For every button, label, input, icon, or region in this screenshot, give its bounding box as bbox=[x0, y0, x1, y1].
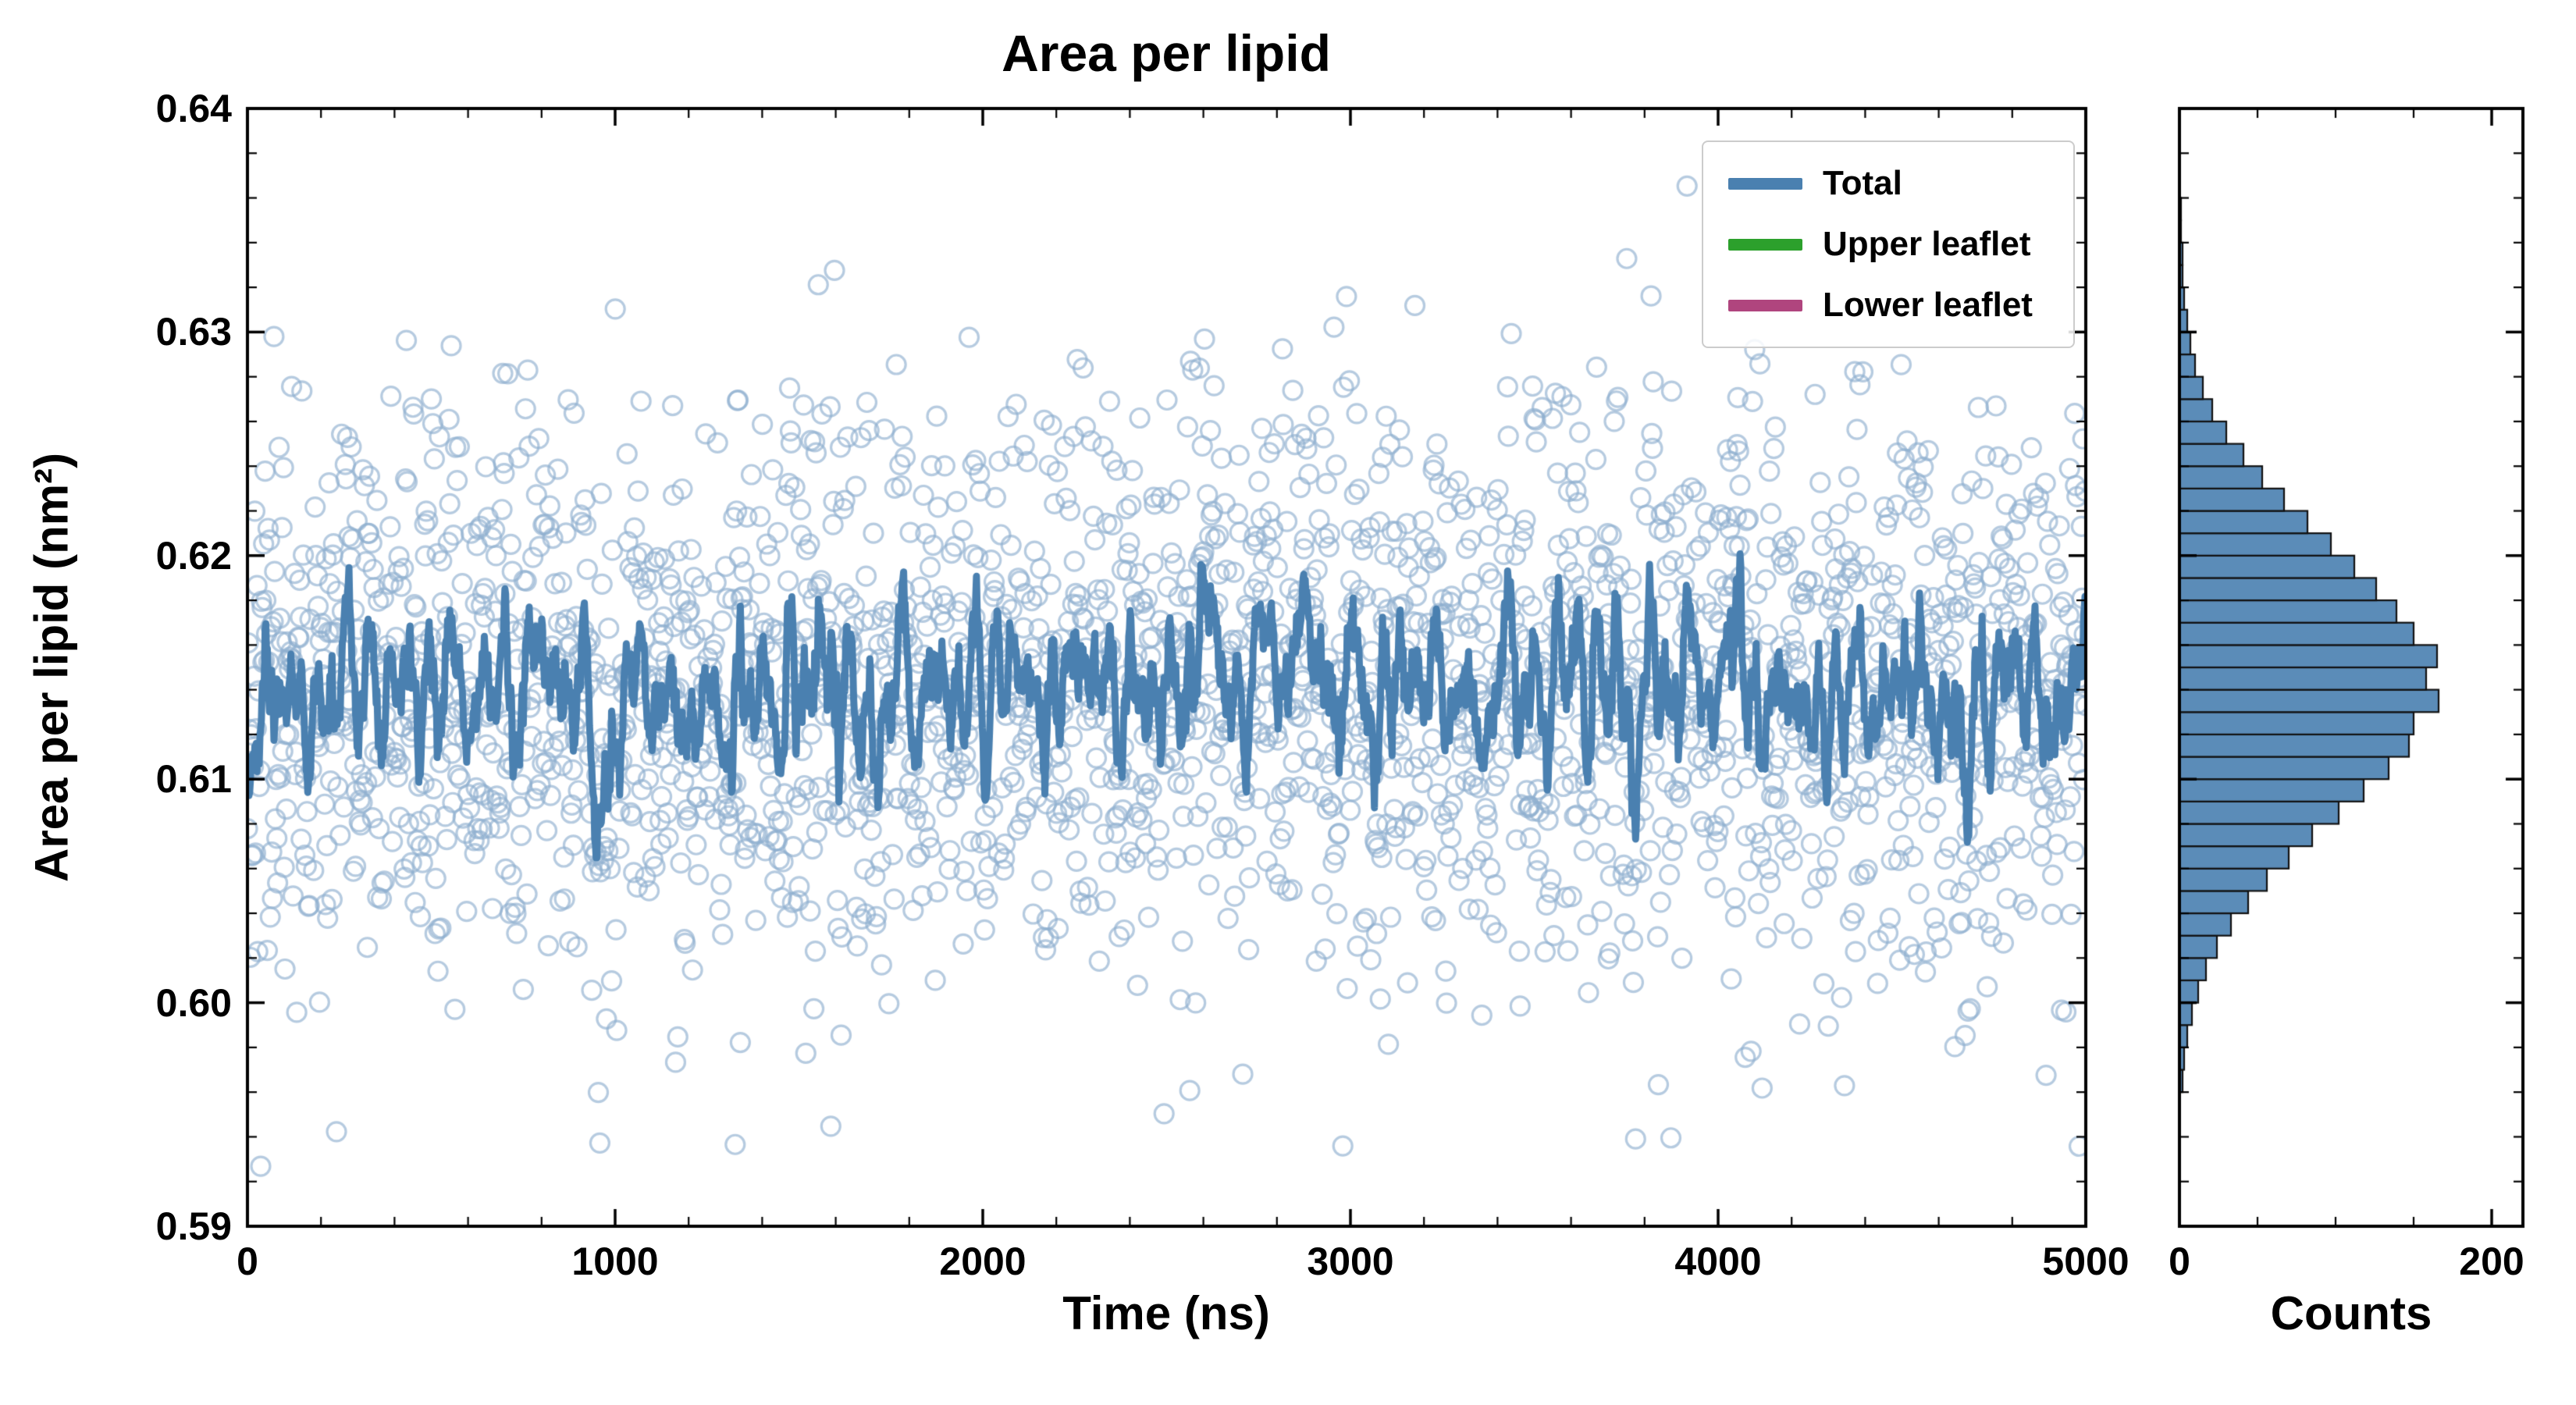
x-tick-label-counts: 200 bbox=[2459, 1240, 2524, 1283]
y-tick-label: 0.63 bbox=[155, 310, 232, 354]
x-tick-label-time: 3000 bbox=[1307, 1240, 1394, 1283]
legend-item-total: Total bbox=[1728, 164, 2048, 203]
y-tick-label: 0.62 bbox=[155, 533, 232, 578]
legend-swatch-upper-leaflet bbox=[1728, 238, 1802, 251]
x-tick-label-counts: 0 bbox=[2169, 1240, 2190, 1283]
x-tick-label-time: 1000 bbox=[571, 1240, 659, 1283]
x-tick-label-time: 2000 bbox=[939, 1240, 1026, 1283]
x-tick-label-time: 0 bbox=[237, 1240, 258, 1283]
chart-title: Area per lipid bbox=[1002, 24, 1331, 82]
x-axis-label-time: Time (ns) bbox=[1062, 1287, 1270, 1339]
legend-swatch-total bbox=[1728, 177, 1802, 190]
y-tick-label: 0.61 bbox=[155, 757, 232, 802]
y-tick-label: 0.64 bbox=[155, 87, 232, 130]
legend-swatch-lower-leaflet bbox=[1728, 299, 1802, 311]
y-tick-label: 0.59 bbox=[155, 1204, 232, 1248]
x-tick-label-time: 4000 bbox=[1674, 1240, 1762, 1283]
y-axis-label: Area per lipid (nm²) bbox=[25, 452, 78, 883]
x-axis-label-counts: Counts bbox=[2270, 1287, 2432, 1339]
y-tick-label: 0.60 bbox=[155, 980, 232, 1025]
legend: Total Upper leaflet Lower leaflet bbox=[1702, 140, 2075, 348]
x-tick-label-time: 5000 bbox=[2042, 1240, 2129, 1283]
legend-label-lower-leaflet: Lower leaflet bbox=[1823, 286, 2033, 324]
legend-item-upper-leaflet: Upper leaflet bbox=[1728, 225, 2048, 264]
legend-label-upper-leaflet: Upper leaflet bbox=[1823, 225, 2031, 263]
legend-label-total: Total bbox=[1823, 164, 1902, 202]
legend-item-lower-leaflet: Lower leaflet bbox=[1728, 286, 2048, 325]
